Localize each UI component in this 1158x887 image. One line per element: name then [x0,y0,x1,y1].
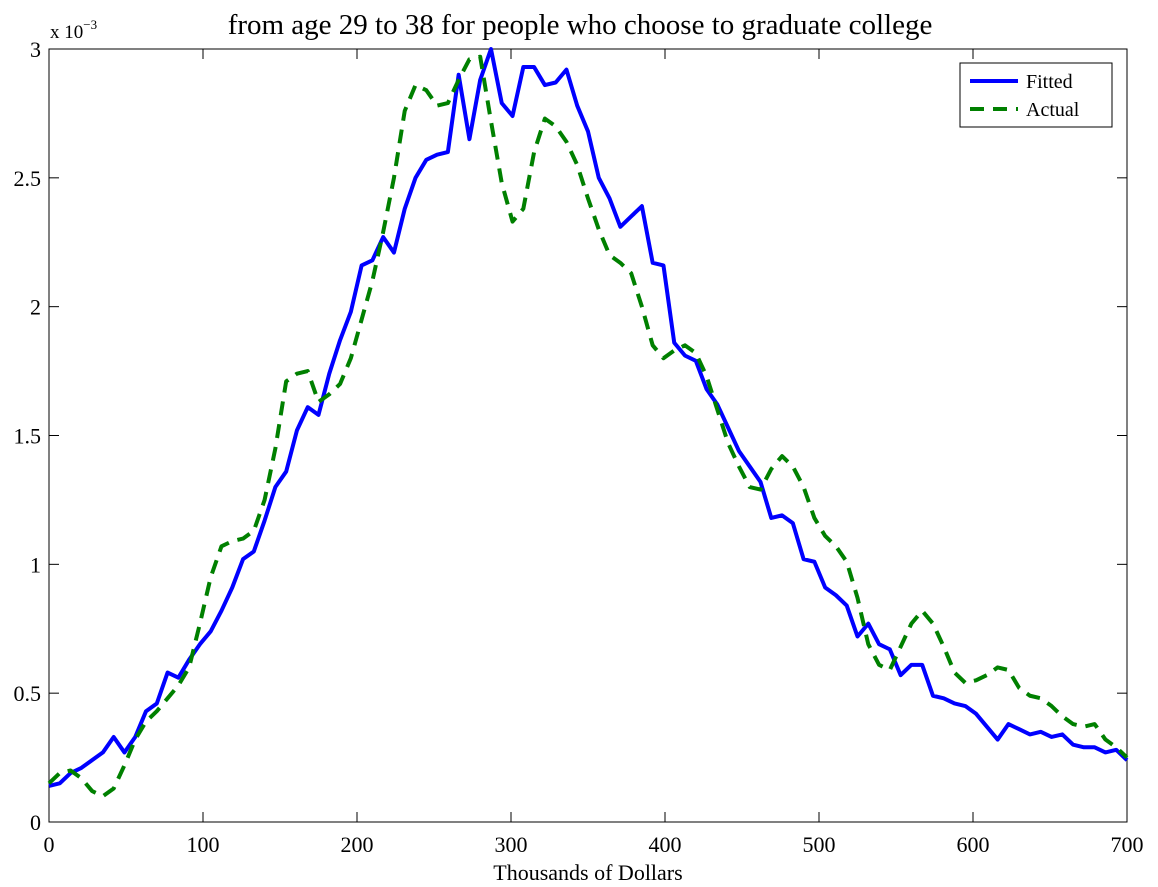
multiplier-exponent: −3 [83,17,97,32]
y-tick-label: 0 [30,810,41,835]
x-tick-label: 700 [1111,832,1144,857]
y-tick-label: 1 [30,552,41,577]
y-tick-label: 2.5 [14,166,42,191]
chart-title: from age 29 to 38 for people who choose … [228,9,933,41]
x-tick-label: 600 [957,832,990,857]
y-tick-label: 3 [30,37,41,62]
series-line [48,47,1129,788]
x-axis-label: Thousands of Dollars [493,860,682,885]
x-tick-label: 400 [649,832,682,857]
legend-label: Actual [1026,99,1080,121]
x-tick-label: 500 [803,832,836,857]
x-tick-label: 100 [187,832,220,857]
plot-frame [48,48,1128,823]
y-tick-label: 0.5 [14,681,42,706]
x-tick-label: 0 [44,832,55,857]
series-line [47,54,1129,799]
y-multiplier: x 10−3 [50,17,97,43]
x-tick-label: 300 [495,832,528,857]
y-tick-label: 2 [30,295,41,320]
y-tick-label: 1.5 [14,424,42,449]
legend-box [959,62,1113,128]
x-tick-label: 200 [341,832,374,857]
legend-label: Fitted [1026,71,1073,93]
multiplier-base: x 10 [50,22,83,43]
